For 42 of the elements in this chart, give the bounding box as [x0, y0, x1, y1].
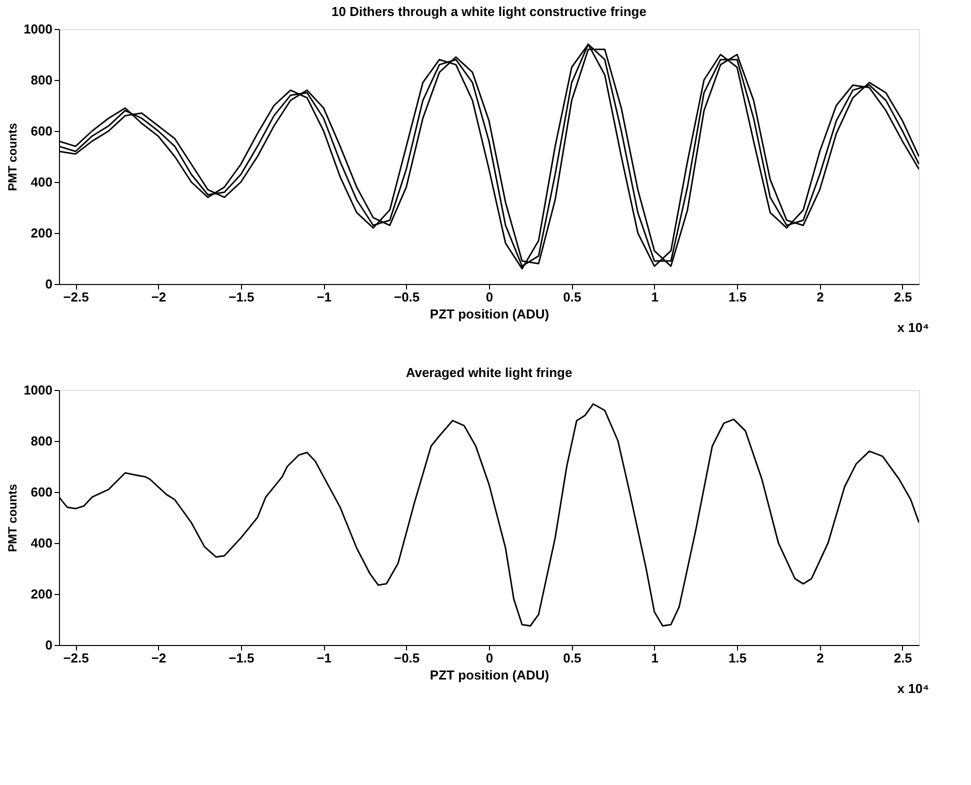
y-tick-label: 0 [45, 638, 52, 652]
x-tick-label: −0.5 [394, 290, 420, 304]
x-tick-label: 2 [816, 290, 824, 304]
y-axis-title: PMT counts [6, 122, 20, 191]
y-tick-label: 600 [30, 124, 52, 138]
x-tick-label: −1 [316, 650, 332, 666]
text: x 10⁴ [897, 320, 929, 335]
x-tick-label: 1 [651, 650, 658, 666]
x-tick-label: 2.5 [894, 650, 912, 666]
chart-title: 10 Dithers through a white light constructive fringe [332, 4, 646, 19]
x-tick-label: −2 [151, 290, 166, 304]
x-axis-title: PZT position (ADU) [430, 306, 550, 322]
x-tick-label: −1 [316, 290, 332, 304]
y-tick-label: 200 [30, 586, 52, 602]
x-tick-label: 0.5 [563, 290, 582, 304]
y-tick-label: 200 [30, 226, 52, 240]
x-tick-label: −2 [151, 650, 166, 666]
x-tick-label: −0.5 [394, 650, 420, 666]
x-tick-label: 1.5 [728, 290, 747, 304]
x-tick-label: −1.5 [228, 290, 254, 304]
chart-title: Averaged white light fringe [406, 365, 572, 380]
y-axis-title: PMT counts [6, 484, 20, 552]
x-tick-label: 1 [651, 290, 658, 304]
x-tick-label: 0 [486, 290, 494, 304]
x-tick-label: −2.5 [63, 290, 89, 304]
x-tick-label: 2 [816, 650, 824, 666]
y-tick-label: 800 [30, 434, 52, 448]
text: x 10⁴ [897, 681, 929, 696]
y-tick-label: 0 [45, 276, 52, 292]
y-tick-label: 600 [30, 484, 52, 500]
x-axis-title: PZT position (ADU) [430, 668, 550, 682]
y-tick-label: 1000 [24, 22, 52, 36]
y-tick-label: 1000 [24, 382, 52, 398]
y-tick-label: 400 [30, 536, 52, 550]
x-tick-label: 2.5 [894, 290, 912, 304]
x-tick-label: 1.5 [728, 650, 747, 666]
x-tick-label: 0.5 [563, 650, 582, 666]
x-tick-label: −1.5 [228, 650, 254, 666]
x-tick-label: 0 [486, 650, 494, 666]
y-tick-label: 400 [30, 174, 52, 190]
y-tick-label: 800 [30, 72, 52, 88]
x-tick-label: −2.5 [63, 650, 89, 666]
